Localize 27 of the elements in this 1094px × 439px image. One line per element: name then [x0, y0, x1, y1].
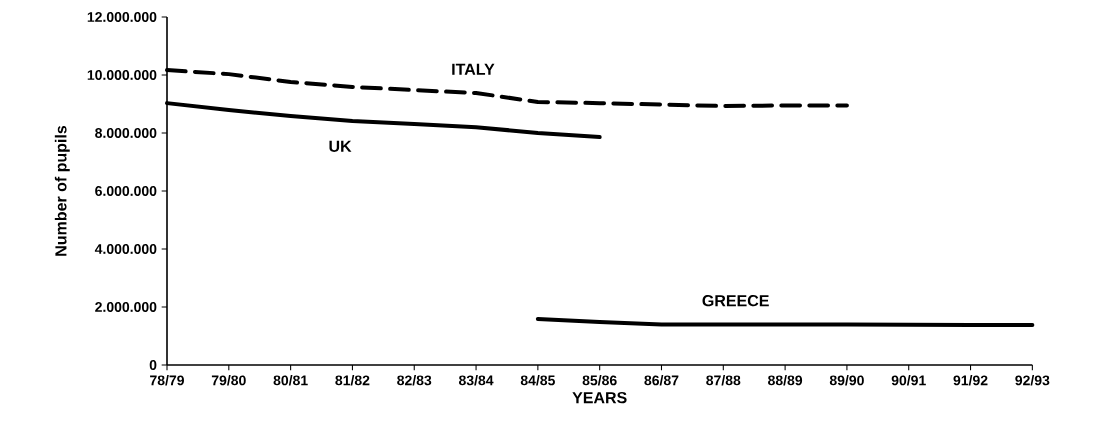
series-label: UK — [329, 140, 352, 152]
x-tick-label: 81/82 — [335, 375, 370, 386]
series-label: GREECE — [702, 295, 769, 307]
x-tick-label: 79/80 — [211, 375, 246, 386]
x-tick-label: 85/86 — [582, 375, 617, 386]
x-tick-label: 84/85 — [520, 375, 555, 386]
y-tick-label: 2.000.000 — [95, 302, 157, 312]
x-tick-label: 86/87 — [644, 375, 679, 386]
y-tick-label: 6.000.000 — [95, 186, 157, 196]
y-tick-label: 0 — [149, 360, 157, 370]
x-tick-label: 78/79 — [150, 375, 184, 386]
x-tick-label: 90/91 — [891, 375, 926, 386]
x-tick-label: 92/93 — [1015, 375, 1050, 386]
y-tick-label: 4.000.000 — [94, 244, 157, 254]
x-tick-label: 82/83 — [397, 375, 432, 386]
y-tick-label: 10.000.000 — [87, 70, 157, 80]
x-tick-label: 88/89 — [768, 375, 803, 386]
y-tick-label: 8.000.000 — [95, 128, 157, 138]
x-tick-label: 91/92 — [953, 375, 988, 386]
x-tick-label: 87/88 — [706, 375, 741, 386]
x-tick-label: 83/84 — [458, 375, 494, 386]
x-axis-title: YEARS — [572, 391, 627, 404]
x-tick-label: 89/90 — [829, 375, 864, 386]
series-label: ITALY — [452, 63, 495, 75]
x-tick-label: 80/81 — [273, 375, 308, 386]
y-tick-label: 12.000.000 — [87, 12, 157, 22]
y-axis-title: Number of pupils — [54, 125, 70, 256]
